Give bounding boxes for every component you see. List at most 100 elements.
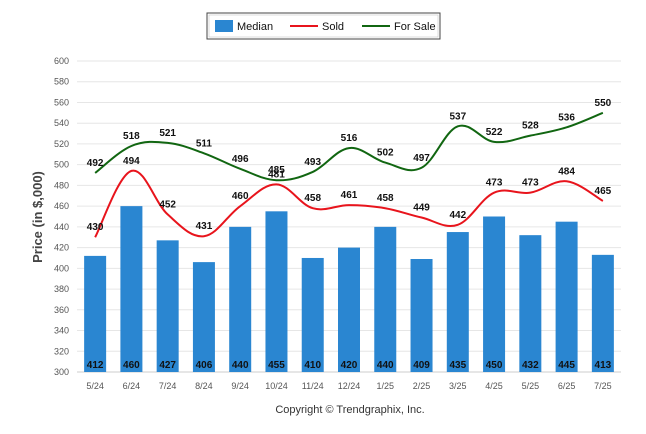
bar (229, 226, 252, 372)
y-axis-label: Price (in $,000) (30, 171, 45, 263)
legend: Median Sold For Sale (206, 12, 441, 40)
y-tick-label: 340 (54, 326, 69, 336)
x-tick-label: 6/24 (123, 381, 141, 391)
bar (555, 221, 578, 372)
y-tick-label: 300 (54, 367, 69, 377)
line-value-label: 496 (232, 154, 249, 165)
line-value-label: 522 (486, 127, 503, 138)
line-value-label: 473 (522, 178, 539, 189)
line-value-label: 494 (123, 156, 140, 167)
bar-value-label: 445 (558, 360, 575, 371)
line-value-label: 473 (486, 178, 503, 189)
line-value-label: 518 (123, 131, 140, 142)
line-value-label: 461 (341, 190, 358, 201)
bar-value-label: 432 (522, 360, 539, 371)
legend-box (206, 12, 441, 40)
x-tick-label: 1/25 (377, 381, 395, 391)
y-tick-label: 520 (54, 139, 69, 149)
copyright-footer: Copyright © Trendgraphix, Inc. (275, 404, 424, 416)
legend-label: For Sale (394, 21, 436, 33)
line-value-label: 521 (159, 128, 176, 139)
line-value-label: 430 (87, 222, 104, 233)
x-tick-label: 6/25 (558, 381, 576, 391)
y-tick-label: 420 (54, 243, 69, 253)
line-value-label: 484 (558, 166, 575, 177)
line-for-sale (94, 111, 604, 182)
data-labels: 412 460 427 406 440 455 410 420 440 409 435 450 432 4… (87, 98, 612, 371)
bar-value-label: 460 (123, 360, 140, 371)
bar (301, 257, 324, 372)
bar-value-label: 455 (268, 360, 285, 371)
bar (483, 216, 506, 372)
y-tick-label: 540 (54, 118, 69, 128)
legend-inner-border (208, 14, 439, 38)
legend-swatch-median (215, 20, 233, 32)
legend-label: Median (237, 21, 273, 33)
bar (519, 235, 542, 372)
bar (265, 211, 288, 372)
y-tick-label: 580 (54, 77, 69, 87)
line-value-label: 458 (304, 193, 321, 204)
y-tick-label: 480 (54, 180, 69, 190)
bar-value-label: 409 (413, 360, 430, 371)
line-value-label: 536 (558, 112, 575, 123)
line-sold (94, 169, 604, 238)
x-tick-label: 8/24 (195, 381, 213, 391)
bar-value-label: 412 (87, 360, 104, 371)
y-tick-label: 600 (54, 56, 69, 66)
y-tick-label: 440 (54, 222, 69, 232)
line-value-label: 492 (87, 158, 104, 169)
line-value-label: 537 (449, 111, 466, 122)
x-tick-label: 2/25 (413, 381, 431, 391)
line-value-label: 485 (268, 165, 285, 176)
bar-value-label: 406 (196, 360, 213, 371)
bar (446, 232, 469, 372)
y-tick-label: 400 (54, 263, 69, 273)
x-tick-label: 5/24 (86, 381, 104, 391)
line-value-label: 511 (196, 138, 213, 149)
bar (338, 247, 360, 372)
bar (192, 262, 215, 372)
line-value-label: 493 (304, 157, 321, 168)
bar (410, 259, 433, 372)
line-value-label: 449 (413, 203, 430, 214)
bar-value-label: 420 (341, 360, 358, 371)
line-value-label: 465 (595, 186, 612, 197)
y-tick-label: 500 (54, 160, 69, 170)
bar (591, 254, 614, 372)
bar (84, 255, 107, 372)
y-tick-label: 460 (54, 201, 69, 211)
line-value-label: 497 (413, 153, 430, 164)
x-tick-label: 10/24 (265, 381, 288, 391)
bar-value-label: 413 (595, 360, 612, 371)
x-tick-label: 7/25 (594, 381, 612, 391)
bar-value-label: 427 (159, 360, 176, 371)
y-tick-label: 380 (54, 284, 69, 294)
line-value-label: 528 (522, 121, 539, 132)
line-value-label: 458 (377, 193, 394, 204)
x-tick-label: 9/24 (231, 381, 249, 391)
bar (120, 206, 143, 372)
bar-value-label: 440 (232, 360, 249, 371)
bar-value-label: 435 (449, 360, 466, 371)
x-tick-label: 4/25 (485, 381, 503, 391)
bar-value-label: 440 (377, 360, 394, 371)
line-value-label: 550 (595, 98, 612, 109)
legend-label: Sold (322, 21, 344, 33)
line-value-label: 502 (377, 148, 394, 159)
x-tick-label: 5/25 (522, 381, 540, 391)
line-value-label: 431 (196, 221, 213, 232)
y-tick-label: 360 (54, 305, 69, 315)
line-value-label: 460 (232, 191, 249, 202)
x-tick-label: 11/24 (302, 381, 324, 391)
x-tick-label: 7/24 (159, 381, 177, 391)
y-tick-label: 320 (54, 346, 69, 356)
line-value-label: 481 (268, 169, 285, 180)
bar (374, 226, 397, 372)
trend-lines (94, 111, 604, 238)
x-tick-label: 12/24 (338, 381, 361, 391)
bar-value-label: 450 (486, 360, 503, 371)
bar-value-label: 410 (304, 360, 321, 371)
x-tick-label: 3/25 (449, 381, 467, 391)
